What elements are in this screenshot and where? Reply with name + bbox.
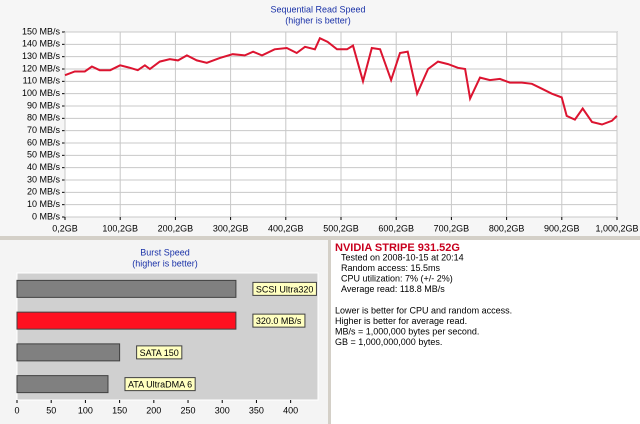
- info-stat: Tested on 2008-10-15 at 20:14: [341, 252, 464, 262]
- x-tick-label: 250: [181, 405, 196, 415]
- y-tick-label: 70 MB/s: [27, 125, 61, 135]
- bar: [16, 279, 237, 298]
- y-tick-label: 90 MB/s: [27, 100, 61, 110]
- x-tick-label: 300,2GB: [213, 223, 249, 233]
- read-subtitle: (higher is better): [285, 15, 351, 25]
- x-tick-label: 150: [112, 405, 127, 415]
- x-tick-label: 0,2GB: [52, 223, 78, 233]
- x-tick-label: 900,2GB: [544, 223, 580, 233]
- y-tick-label: 100 MB/s: [22, 88, 61, 98]
- label-box: [252, 281, 317, 296]
- y-tick-label: 40 MB/s: [27, 162, 61, 172]
- y-tick-label: 0 MB/s: [32, 211, 61, 221]
- info-note: Higher is better for average read.: [335, 316, 467, 326]
- bar-label: ATA UltraDMA 6: [128, 380, 192, 390]
- x-tick-label: 100: [78, 405, 93, 415]
- y-tick-label: 120 MB/s: [22, 63, 61, 73]
- x-tick-label: 350: [249, 405, 264, 415]
- x-tick-label: 700,2GB: [434, 223, 470, 233]
- x-tick-label: 1,000,2GB: [595, 223, 638, 233]
- read-title: Sequential Read Speed: [270, 4, 365, 14]
- read-line: [64, 36, 618, 126]
- info-note: Lower is better for CPU and random acces…: [335, 305, 512, 315]
- y-tick-label: 50 MB/s: [27, 150, 61, 160]
- bar: [16, 375, 109, 394]
- x-tick-label: 800,2GB: [489, 223, 525, 233]
- info-panel: [331, 240, 640, 424]
- x-tick-label: 200,2GB: [158, 223, 194, 233]
- y-tick-label: 110 MB/s: [23, 76, 61, 86]
- burst-subtitle: (higher is better): [132, 258, 198, 268]
- x-tick-label: 400: [283, 405, 298, 415]
- y-tick-label: 10 MB/s: [27, 199, 61, 209]
- burst-title: Burst Speed: [140, 247, 190, 257]
- info-note: MB/s = 1,000,000 bytes per second.: [335, 326, 479, 336]
- x-tick-label: 500,2GB: [323, 223, 359, 233]
- bar: [16, 311, 237, 330]
- y-tick-label: 30 MB/s: [27, 174, 61, 184]
- x-tick-label: 300: [215, 405, 230, 415]
- x-tick-label: 50: [46, 405, 56, 415]
- bar: [16, 343, 121, 362]
- label-box: [252, 313, 306, 328]
- info-stat: CPU utilization: 7% (+/- 2%): [341, 273, 453, 283]
- label-box: [124, 377, 196, 392]
- y-tick-label: 20 MB/s: [27, 187, 61, 197]
- x-tick-label: 200: [146, 405, 161, 415]
- y-tick-label: 140 MB/s: [22, 39, 61, 49]
- y-tick-label: 80 MB/s: [27, 113, 61, 123]
- label-box: [136, 345, 183, 360]
- y-tick-label: 150 MB/s: [22, 26, 61, 36]
- x-tick-label: 100,2GB: [102, 223, 138, 233]
- info-title: NVIDIA STRIPE 931.52G: [335, 242, 460, 254]
- info-stat: Average read: 118.8 MB/s: [341, 284, 445, 294]
- bar-label: SATA 150: [140, 348, 179, 358]
- bar-label: SCSI Ultra320: [256, 284, 314, 294]
- y-tick-label: 130 MB/s: [22, 51, 61, 61]
- x-tick-label: 0: [14, 405, 19, 415]
- info-stat: Random access: 15.5ms: [341, 263, 441, 273]
- x-tick-label: 400,2GB: [268, 223, 304, 233]
- y-tick-label: 60 MB/s: [27, 137, 61, 147]
- value-label: 320.0 MB/s: [256, 316, 302, 326]
- info-note: GB = 1,000,000,000 bytes.: [335, 337, 442, 347]
- x-tick-label: 600,2GB: [378, 223, 414, 233]
